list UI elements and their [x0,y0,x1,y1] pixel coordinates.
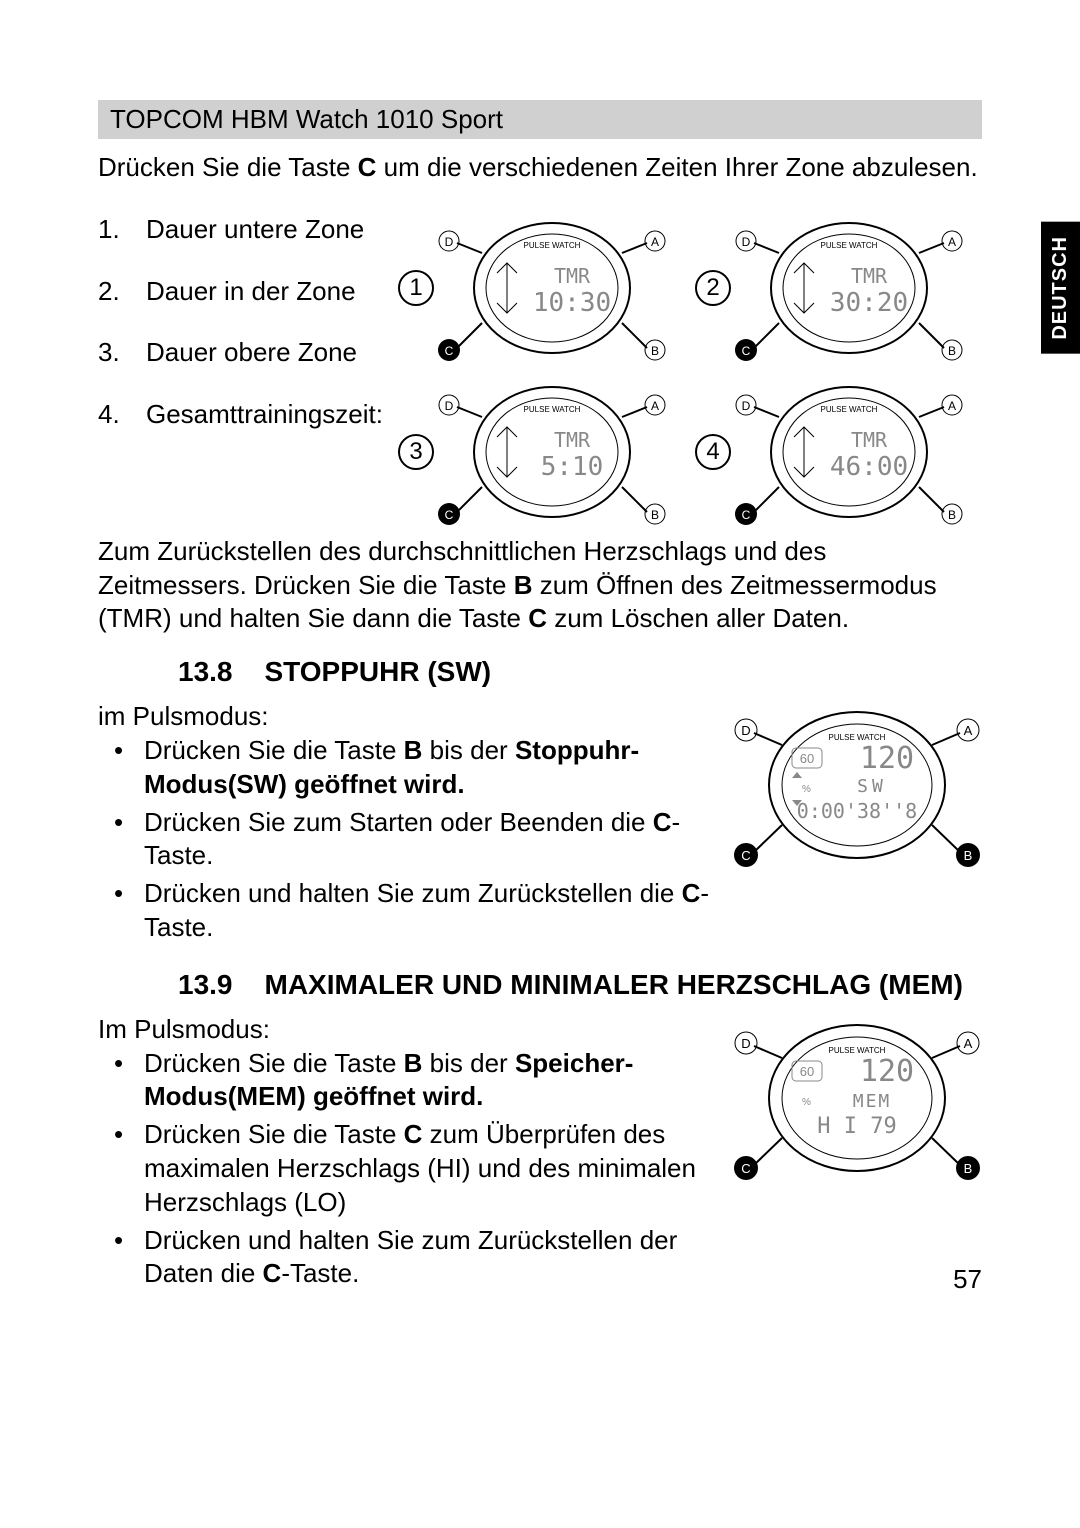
svg-text:A: A [964,1036,973,1051]
svg-text:PULSE WATCH: PULSE WATCH [820,241,877,250]
section-138-list: Drücken Sie die Taste B bis der Stoppuhr… [98,734,712,945]
section-138-lead: im Pulsmodus: [98,700,712,734]
watch-grid: 1 D A C B PULSE WATCH TMR 10:30 2 [418,213,982,527]
svg-text:A: A [947,235,955,249]
svg-text:TMR: TMR [850,428,887,452]
svg-text:D: D [444,235,453,249]
svg-text:B: B [650,344,658,358]
section-139-heading: 13.9 MAXIMALER UND MINIMALER HERZSCHLAG … [98,969,982,1001]
intro-text: Drücken Sie die Taste C um die verschied… [98,151,982,185]
svg-text:C: C [741,344,750,358]
svg-text:D: D [741,399,750,413]
watch-mem-icon: D A C B PULSE WATCH 60 120 MEM H I 79 % [732,1013,982,1183]
svg-text:A: A [650,235,658,249]
svg-text:0:00'38''8: 0:00'38''8 [797,799,917,823]
page-title-band: TOPCOM HBM Watch 1010 Sport [98,100,982,139]
svg-text:TMR: TMR [850,264,887,288]
watch-icon: D A C B PULSE WATCH TMR 10:30 [437,213,667,363]
svg-text:A: A [947,399,955,413]
svg-text:B: B [964,848,973,863]
svg-text:30:20: 30:20 [829,288,907,318]
svg-text:%: % [802,784,811,795]
svg-text:D: D [741,723,750,738]
svg-text:120: 120 [860,1054,914,1089]
svg-text:C: C [741,1161,750,1176]
svg-text:D: D [741,235,750,249]
svg-text:PULSE WATCH: PULSE WATCH [523,241,580,250]
watch-sw-icon: D A C B PULSE WATCH 60 120 SW 0:00'38''8… [732,700,982,870]
svg-text:B: B [650,508,658,522]
svg-text:TMR: TMR [553,264,590,288]
svg-text:D: D [444,399,453,413]
svg-text:PULSE WATCH: PULSE WATCH [523,405,580,414]
svg-text:PULSE WATCH: PULSE WATCH [820,405,877,414]
svg-text:C: C [444,344,453,358]
watch-badge-3: 3 [398,434,434,470]
watch-icon: D A C B PULSE WATCH TMR 30:20 [734,213,964,363]
svg-text:H I 79: H I 79 [817,1114,896,1139]
watch-badge-4: 4 [695,434,731,470]
svg-text:60: 60 [800,1064,814,1079]
svg-text:B: B [947,344,955,358]
svg-text:C: C [741,848,750,863]
svg-text:120: 120 [860,741,914,776]
svg-text:B: B [947,508,955,522]
svg-text:D: D [741,1036,750,1051]
watch-badge-1: 1 [398,270,434,306]
svg-text:5:10: 5:10 [540,452,603,482]
section-138-heading: 13.8 STOPPUHR (SW) [98,656,982,688]
svg-text:%: % [802,1097,811,1108]
zone-list: 1.Dauer untere Zone 2.Dauer in der Zone … [98,213,398,527]
svg-text:60: 60 [800,751,814,766]
reset-paragraph: Zum Zurückstellen des durchschnittlichen… [98,535,982,636]
svg-text:B: B [964,1161,973,1176]
svg-text:A: A [650,399,658,413]
svg-text:C: C [444,508,453,522]
svg-text:MEM: MEM [853,1091,892,1112]
watch-icon: D A C B PULSE WATCH TMR 5:10 [437,377,667,527]
svg-text:C: C [741,508,750,522]
svg-text:46:00: 46:00 [829,452,907,482]
svg-text:A: A [964,723,973,738]
svg-text:SW: SW [857,776,887,797]
watch-icon: D A C B PULSE WATCH TMR 46:00 [734,377,964,527]
svg-text:10:30: 10:30 [532,288,610,318]
page-number: 57 [953,1264,982,1295]
watch-badge-2: 2 [695,270,731,306]
svg-text:TMR: TMR [553,428,590,452]
section-139-lead: Im Pulsmodus: [98,1013,712,1047]
section-139-list: Drücken Sie die Taste B bis der Speicher… [98,1047,712,1292]
